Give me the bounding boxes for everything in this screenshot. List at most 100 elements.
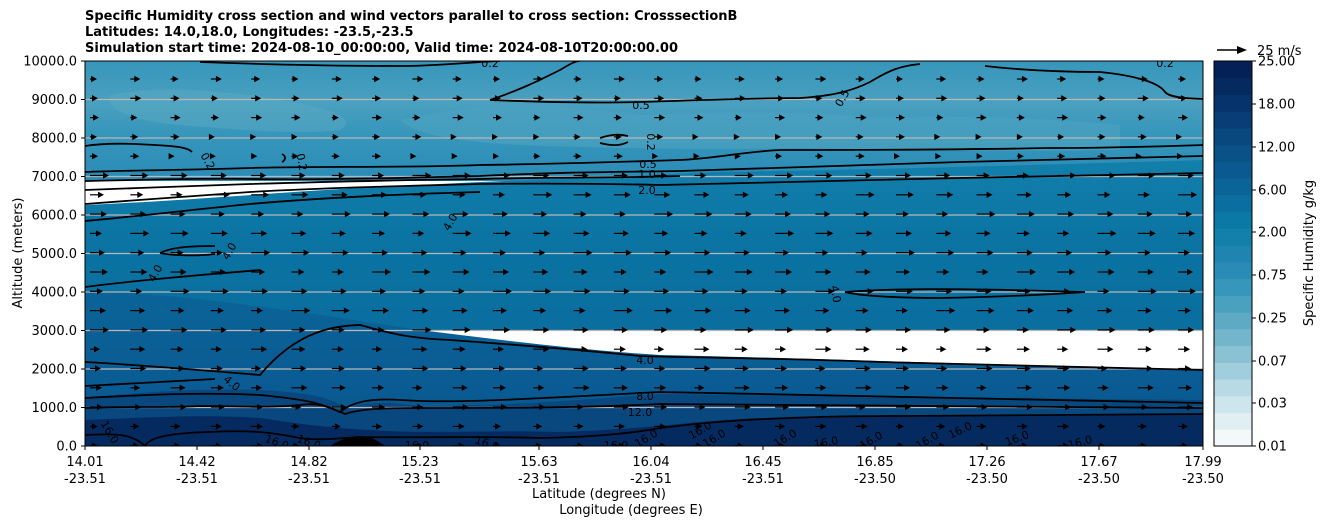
wind-arrow (936, 346, 947, 353)
wind-arrow (775, 384, 789, 391)
wind-arrow (734, 346, 748, 353)
contour-label: 0.2 (481, 57, 499, 70)
wind-arrow (210, 210, 225, 218)
wind-arrow (251, 288, 269, 295)
colorbar-tick-label: 12.00 (1258, 141, 1295, 156)
colorbar-swatch (1214, 94, 1252, 112)
wind-arrow (412, 114, 421, 121)
wind-arrow (1016, 326, 1029, 334)
wind-arrow (694, 268, 714, 276)
wind-arrow (130, 75, 141, 83)
wind-arrow (734, 307, 751, 314)
contour-0.2-lens (599, 133, 629, 147)
x-tick-label-lat: 14.82 (290, 455, 327, 470)
wind-arrow (1178, 288, 1197, 295)
wind-arrow (573, 95, 583, 102)
wind-arrow (210, 307, 224, 314)
colorbar-tick-label: 0.03 (1258, 397, 1287, 412)
wind-arrow (936, 172, 951, 179)
y-tick-label: 6000.0 (32, 209, 78, 224)
wind-arrow (1137, 423, 1147, 430)
wind-arrow (1057, 268, 1076, 276)
wind-arrow (976, 153, 983, 160)
wind-arrow (1097, 249, 1112, 256)
wind-arrow (894, 153, 900, 160)
wind-arrow (936, 230, 952, 237)
wind-arrow (855, 172, 872, 179)
wind-arrow (90, 423, 98, 430)
wind-arrow (412, 133, 422, 141)
wind-arrow (372, 75, 381, 83)
wind-arrow (694, 384, 705, 391)
wind-arrow (372, 384, 385, 391)
y-tick-label: 5000.0 (32, 247, 78, 262)
wind-arrow (492, 133, 498, 141)
wind-arrow (1016, 384, 1032, 391)
chart-title-line-1: Specific Humidity cross section and wind… (85, 9, 738, 24)
wind-arrow (936, 307, 956, 314)
colorbar-swatch (1214, 395, 1252, 414)
contour-label: 0.2 (294, 152, 310, 171)
x-tick-label-lon: -23.50 (854, 472, 896, 487)
wind-arrow (1016, 423, 1028, 430)
wind-arrow (855, 133, 864, 141)
wind-arrow (533, 133, 540, 141)
wind-arrow (331, 249, 349, 256)
wind-arrow (734, 75, 745, 83)
wind-arrow (1016, 346, 1030, 353)
y-axis: 0.0 1000.0 2000.0 3000.0 4000.0 5000.0 6000.0 7… (23, 55, 85, 455)
wind-arrow (896, 133, 905, 141)
wind-arrow (1178, 346, 1191, 353)
colorbar-swatch (1214, 144, 1252, 162)
wind-arrow (251, 172, 267, 179)
wind-arrow (976, 210, 996, 218)
wind-arrow (533, 268, 549, 276)
x-tick-label-lat: 16.45 (744, 455, 781, 470)
wind-arrow (976, 75, 985, 83)
y-tick-label: 7000.0 (32, 170, 78, 185)
wind-arrow (734, 384, 750, 391)
wind-arrow (291, 326, 306, 334)
wind-key-label: 25 m/s (1257, 44, 1302, 59)
wind-arrow (896, 365, 909, 372)
wind-arrow (533, 326, 550, 334)
wind-arrow (815, 384, 827, 391)
wind-arrow (130, 191, 144, 198)
colorbar-swatch (1214, 429, 1252, 447)
wind-arrow (775, 133, 782, 141)
wind-arrow (613, 75, 625, 83)
wind-arrow (855, 114, 867, 121)
wind-arrow (90, 191, 104, 198)
wind-arrow (331, 114, 339, 121)
wind-arrow (694, 75, 702, 83)
wind-arrow (654, 288, 670, 295)
wind-arrow (130, 230, 150, 237)
wind-arrow (90, 346, 100, 353)
wind-arrow (694, 114, 704, 121)
wind-arrow (1016, 95, 1024, 102)
wind-arrow (855, 365, 871, 372)
wind-arrow (493, 365, 505, 372)
wind-arrow (1057, 326, 1077, 334)
wind-arrow (1178, 230, 1196, 237)
wind-arrow (331, 95, 343, 102)
wind-arrow (573, 75, 582, 83)
wind-arrow (1057, 230, 1070, 237)
wind-arrow (372, 365, 384, 372)
wind-arrow (654, 307, 673, 314)
wind-arrow (1178, 384, 1193, 391)
wind-arrow (734, 230, 747, 237)
wind-arrow (130, 326, 149, 334)
wind-arrow (694, 288, 709, 295)
wind-arrow (936, 365, 948, 372)
wind-arrow (210, 230, 228, 237)
wind-arrow (533, 210, 548, 218)
wind-arrow (251, 268, 266, 276)
wind-arrow (372, 172, 385, 179)
wind-arrow (573, 230, 590, 237)
wind-arrow (936, 326, 951, 334)
x-tick-label-lat: 15.63 (520, 455, 557, 470)
wind-arrow (533, 230, 551, 237)
colorbar-swatch (1214, 362, 1252, 380)
wind-arrow (1178, 307, 1192, 314)
